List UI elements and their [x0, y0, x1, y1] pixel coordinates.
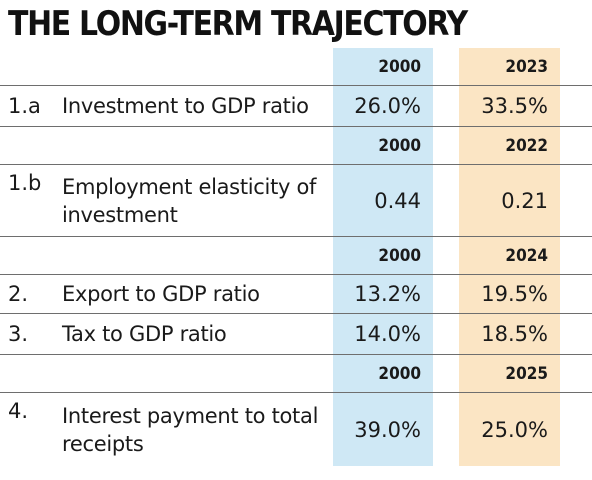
- row-label: Tax to GDP ratio: [62, 322, 227, 346]
- year-header: 2025: [505, 363, 548, 384]
- value-latest: 0.21: [501, 188, 548, 213]
- row-number: 4.: [8, 399, 29, 423]
- table-row: 1.a Investment to GDP ratio 26.0% 33.5%: [0, 86, 592, 127]
- row-label: Employment elasticity of investment: [62, 174, 317, 227]
- value-2000: 39.0%: [354, 417, 421, 442]
- row-number: 1.b: [8, 171, 42, 195]
- column-2000-background: [333, 48, 433, 466]
- table-row: 3. Tax to GDP ratio 14.0% 18.5%: [0, 314, 592, 355]
- value-2000: 14.0%: [354, 322, 421, 346]
- row-label: Export to GDP ratio: [62, 282, 260, 306]
- value-latest: 25.0%: [481, 417, 548, 442]
- table-row: 1.b Employment elasticity of investment …: [0, 165, 592, 237]
- row-label: Interest payment to total receipts: [62, 403, 319, 456]
- row-label: Investment to GDP ratio: [62, 94, 309, 118]
- value-latest: 18.5%: [481, 322, 548, 346]
- row-number: 3.: [8, 322, 29, 346]
- year-header: 2000: [378, 245, 421, 266]
- table-row: 2. Export to GDP ratio 13.2% 19.5%: [0, 275, 592, 314]
- year-header: 2000: [378, 363, 421, 384]
- table-row: 4. Interest payment to total receipts 39…: [0, 393, 592, 466]
- year-header: 2023: [505, 56, 548, 77]
- value-2000: 0.44: [374, 188, 421, 213]
- header-row: 2000 2024: [0, 237, 592, 275]
- row-number: 2.: [8, 282, 29, 306]
- value-2000: 13.2%: [354, 282, 421, 306]
- year-header: 2024: [505, 245, 548, 266]
- value-latest: 19.5%: [481, 282, 548, 306]
- header-row: 2000 2023: [0, 48, 592, 86]
- header-row: 2000 2025: [0, 355, 592, 393]
- year-header: 2000: [378, 135, 421, 156]
- value-2000: 26.0%: [354, 94, 421, 118]
- column-latest-background: [459, 48, 560, 466]
- header-row: 2000 2022: [0, 127, 592, 165]
- row-number: 1.a: [8, 94, 41, 118]
- page-title: THE LONG-TERM TRAJECTORY: [8, 4, 468, 44]
- year-header: 2000: [378, 56, 421, 77]
- value-latest: 33.5%: [481, 94, 548, 118]
- year-header: 2022: [505, 135, 548, 156]
